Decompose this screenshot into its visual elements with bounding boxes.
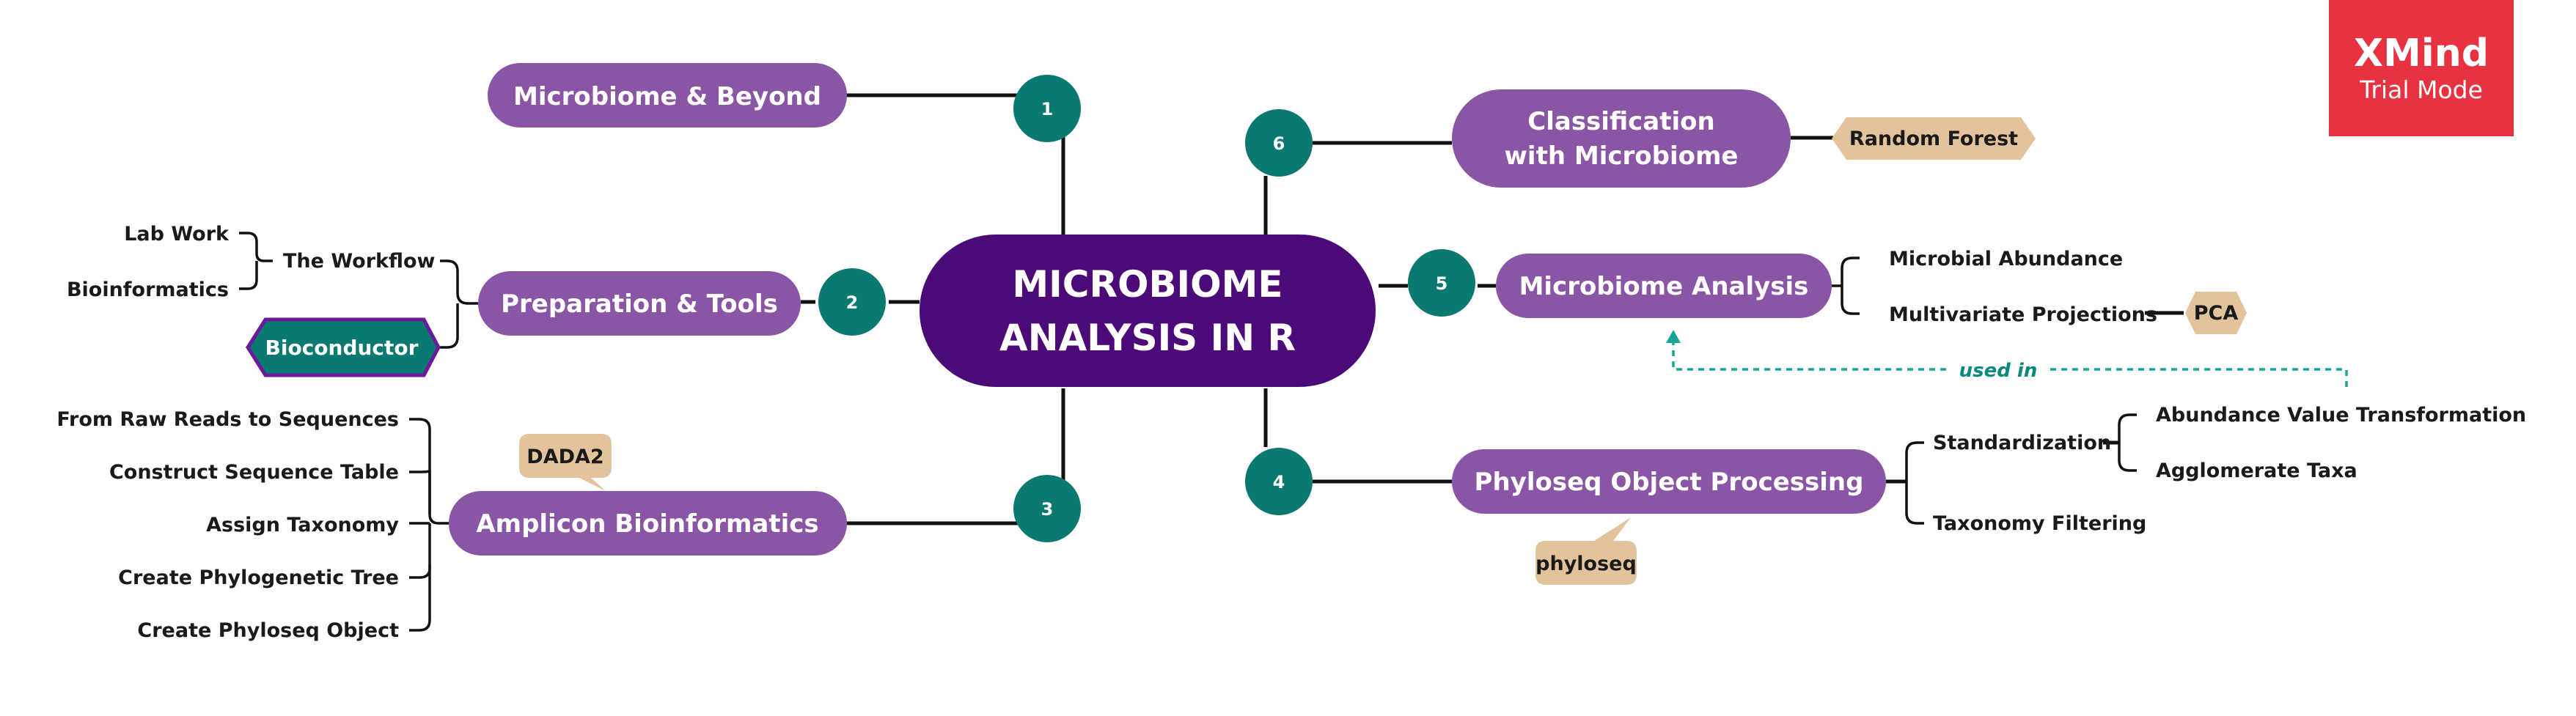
svg-text:4: 4 bbox=[1273, 472, 1285, 492]
svg-text:PCA: PCA bbox=[2194, 302, 2239, 325]
label-phyloseq: phyloseq bbox=[1535, 517, 1637, 585]
subtopic-microbial-abundance[interactable]: Microbial Abundance bbox=[1889, 248, 2123, 270]
trial-mode-text: Trial Mode bbox=[2360, 75, 2483, 104]
subtopic-the-workflow[interactable]: The Workflow bbox=[283, 250, 436, 273]
topic-label: Microbiome Analysis bbox=[1519, 272, 1809, 301]
subtopic-assign-taxonomy[interactable]: Assign Taxonomy bbox=[206, 514, 399, 536]
topic-label-line2: with Microbiome bbox=[1505, 141, 1739, 171]
subtopic-raw-reads[interactable]: From Raw Reads to Sequences bbox=[56, 408, 399, 431]
number-badge-6: 6 bbox=[1245, 109, 1313, 177]
number-badge-4: 4 bbox=[1245, 448, 1313, 515]
topic-preparation-tools[interactable]: Preparation & Tools bbox=[478, 271, 801, 336]
subtopic-phyloseq-object[interactable]: Create Phyloseq Object bbox=[137, 619, 399, 642]
connector-lines bbox=[801, 93, 2184, 525]
subtopic-agglomerate-taxa[interactable]: Agglomerate Taxa bbox=[2156, 460, 2357, 482]
relationship-used-in: used in bbox=[1666, 330, 2348, 387]
svg-text:phyloseq: phyloseq bbox=[1535, 553, 1637, 575]
number-badge-1: 1 bbox=[1013, 75, 1081, 142]
central-title-line2: ANALYSIS IN R bbox=[999, 317, 1296, 359]
topic-label: Amplicon Bioinformatics bbox=[476, 509, 818, 539]
topic-phyloseq-processing[interactable]: Phyloseq Object Processing bbox=[1452, 449, 1886, 514]
topic-classification[interactable]: Classification with Microbiome bbox=[1452, 89, 1791, 188]
svg-text:2: 2 bbox=[846, 292, 859, 313]
svg-text:Bioconductor: Bioconductor bbox=[265, 336, 419, 360]
number-badge-2: 2 bbox=[818, 268, 886, 336]
number-badge-3: 3 bbox=[1013, 475, 1081, 542]
subtopic-bioinformatics[interactable]: Bioinformatics bbox=[67, 278, 229, 301]
central-topic[interactable]: MICROBIOME ANALYSIS IN R bbox=[920, 235, 1376, 387]
topic-label-line1: Classification bbox=[1527, 107, 1714, 136]
label-pca: PCA bbox=[2185, 292, 2247, 334]
subtopic-sequence-table[interactable]: Construct Sequence Table bbox=[109, 461, 399, 484]
central-title-line1: MICROBIOME bbox=[1012, 263, 1283, 306]
svg-text:5: 5 bbox=[1436, 273, 1448, 294]
svg-text:1: 1 bbox=[1041, 99, 1054, 119]
subtopic-taxonomy-filtering[interactable]: Taxonomy Filtering bbox=[1933, 512, 2146, 535]
topic-microbiome-analysis[interactable]: Microbiome Analysis bbox=[1496, 254, 1832, 318]
topic-microbiome-beyond[interactable]: Microbiome & Beyond bbox=[488, 63, 847, 128]
subtopic-standardization[interactable]: Standardization bbox=[1933, 432, 2111, 454]
svg-text:Random Forest: Random Forest bbox=[1849, 128, 2018, 150]
subtopic-abundance-transformation[interactable]: Abundance Value Transformation bbox=[2156, 404, 2526, 427]
subtopic-bioconductor[interactable]: Bioconductor bbox=[246, 317, 441, 377]
subtopic-phylogenetic-tree[interactable]: Create Phylogenetic Tree bbox=[118, 566, 399, 589]
number-badge-5: 5 bbox=[1408, 249, 1475, 317]
trial-mode-badge[interactable]: XMind Trial Mode bbox=[2329, 0, 2514, 136]
label-dada2: DADA2 bbox=[519, 434, 612, 491]
svg-text:3: 3 bbox=[1041, 499, 1054, 520]
topic-label: Phyloseq Object Processing bbox=[1475, 468, 1864, 497]
svg-text:6: 6 bbox=[1273, 133, 1285, 154]
branch-brackets bbox=[239, 232, 2137, 632]
xmind-brand: XMind bbox=[2354, 32, 2489, 75]
topic-label: Preparation & Tools bbox=[501, 289, 778, 319]
topic-label: Microbiome & Beyond bbox=[513, 82, 821, 111]
topic-amplicon-bioinformatics[interactable]: Amplicon Bioinformatics bbox=[449, 491, 847, 556]
label-random-forest: Random Forest bbox=[1832, 117, 2036, 160]
svg-text:DADA2: DADA2 bbox=[526, 446, 603, 468]
subtopic-lab-work[interactable]: Lab Work bbox=[124, 223, 230, 246]
subtopic-multivariate-projections[interactable]: Multivariate Projections bbox=[1889, 303, 2157, 326]
relationship-label: used in bbox=[1959, 360, 2038, 382]
